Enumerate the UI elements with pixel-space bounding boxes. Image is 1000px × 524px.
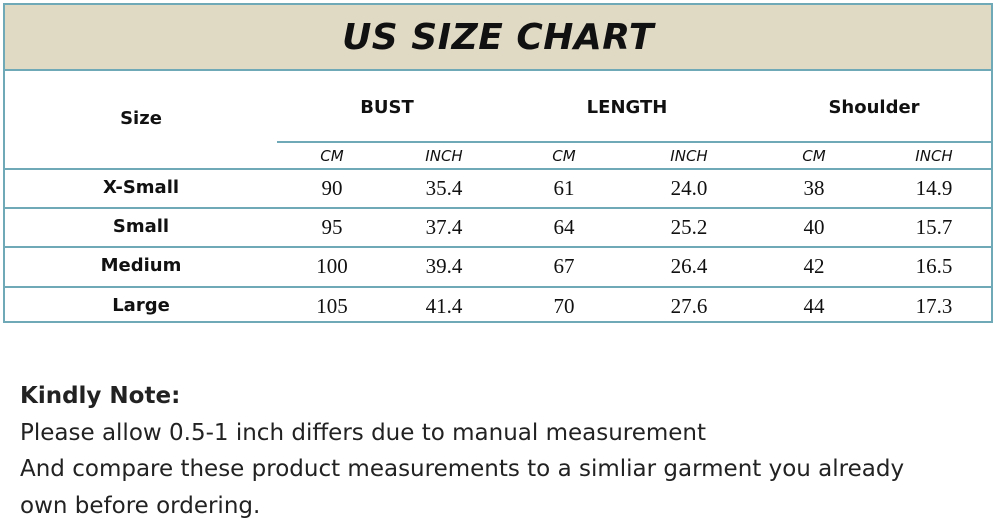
table-cell: 41.4 — [426, 294, 463, 319]
group-header: Shoulder — [828, 97, 919, 118]
notes-title: Kindly Note: — [20, 378, 904, 415]
table-cell: 64 — [554, 215, 575, 240]
table-cell: 24.0 — [671, 176, 708, 201]
note-line: own before ordering. — [20, 488, 904, 524]
table-cell: 67 — [554, 254, 575, 279]
table-cell: 14.9 — [916, 176, 953, 201]
unit-header: INCH — [425, 147, 462, 165]
row-divider — [5, 246, 991, 248]
unit-header: INCH — [670, 147, 707, 165]
table-cell: 70 — [554, 294, 575, 319]
group-header: LENGTH — [587, 97, 668, 118]
note-line: Please allow 0.5-1 inch differs due to m… — [20, 415, 904, 452]
table-cell: 40 — [804, 215, 825, 240]
size-label: Large — [112, 295, 170, 316]
row-divider — [5, 168, 991, 170]
group-header: BUST — [360, 97, 414, 118]
table-cell: 17.3 — [916, 294, 953, 319]
notes: Kindly Note: Please allow 0.5-1 inch dif… — [20, 378, 904, 524]
table-cell: 35.4 — [426, 176, 463, 201]
unit-header: CM — [552, 147, 575, 165]
table-cell: 90 — [322, 176, 343, 201]
row-divider — [5, 207, 991, 209]
row-divider — [277, 141, 991, 143]
chart-title: US SIZE CHART — [5, 5, 991, 71]
unit-header: INCH — [915, 147, 952, 165]
table-cell: 100 — [316, 254, 348, 279]
table-cell: 38 — [804, 176, 825, 201]
table-cell: 44 — [804, 294, 825, 319]
unit-header: CM — [802, 147, 825, 165]
table-cell: 42 — [804, 254, 825, 279]
table-cell: 39.4 — [426, 254, 463, 279]
table-cell: 37.4 — [426, 215, 463, 240]
size-header: Size — [120, 108, 162, 129]
table-cell: 95 — [322, 215, 343, 240]
unit-header: CM — [320, 147, 343, 165]
table-cell: 27.6 — [671, 294, 708, 319]
table-cell: 15.7 — [916, 215, 953, 240]
table-cell: 105 — [316, 294, 348, 319]
table-cell: 25.2 — [671, 215, 708, 240]
table-cell: 61 — [554, 176, 575, 201]
row-divider — [5, 286, 991, 288]
size-label: Medium — [101, 255, 182, 276]
table-cell: 26.4 — [671, 254, 708, 279]
size-label: X-Small — [103, 177, 179, 198]
table-cell: 16.5 — [916, 254, 953, 279]
size-label: Small — [113, 216, 169, 237]
note-line: And compare these product measurements t… — [20, 451, 904, 488]
size-chart-table: US SIZE CHART Size BUST LENGTH Shoulder CM IN… — [3, 3, 993, 323]
